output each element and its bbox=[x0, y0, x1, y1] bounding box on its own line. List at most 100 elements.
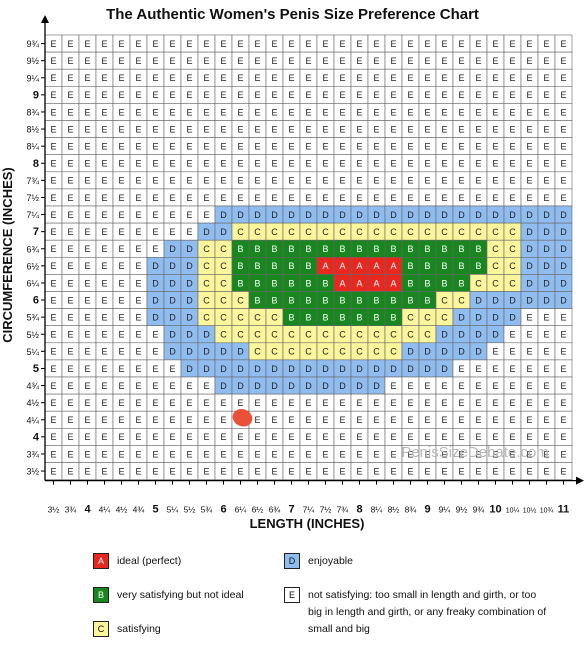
heatmap-cell: E bbox=[44, 274, 63, 292]
heatmap-cell: D bbox=[146, 274, 165, 292]
svg-text:E: E bbox=[84, 278, 90, 288]
svg-text:C: C bbox=[203, 261, 210, 271]
heatmap-cell: E bbox=[112, 68, 131, 87]
heatmap-cell: E bbox=[520, 103, 539, 121]
svg-text:E: E bbox=[135, 244, 141, 254]
svg-text:E: E bbox=[509, 56, 515, 66]
heatmap-cell: E bbox=[486, 68, 505, 87]
heatmap-cell: E bbox=[61, 239, 80, 258]
svg-text:E: E bbox=[424, 56, 430, 66]
svg-text:E: E bbox=[101, 466, 107, 476]
svg-text:D: D bbox=[509, 312, 516, 322]
heatmap-cell: B bbox=[435, 274, 454, 292]
y-tick-label: 7¼ bbox=[26, 210, 39, 220]
heatmap-cell: B bbox=[384, 308, 403, 327]
heatmap-cell: E bbox=[316, 120, 335, 138]
heatmap-cell: E bbox=[520, 376, 539, 395]
svg-text:E: E bbox=[50, 330, 56, 340]
heatmap-cell: D bbox=[146, 291, 165, 309]
heatmap-cell: D bbox=[537, 291, 556, 309]
svg-text:B: B bbox=[458, 244, 464, 254]
heatmap-cell: E bbox=[197, 103, 216, 121]
heatmap-cell: E bbox=[129, 34, 148, 53]
svg-text:E: E bbox=[560, 73, 566, 83]
heatmap-cell: D bbox=[316, 376, 335, 395]
x-tick-label: 9¼ bbox=[439, 505, 452, 515]
heatmap-cell: D bbox=[469, 325, 488, 344]
heatmap-cell: E bbox=[503, 393, 522, 412]
svg-text:E: E bbox=[526, 73, 532, 83]
svg-text:E: E bbox=[118, 381, 124, 391]
svg-text:D: D bbox=[271, 364, 278, 374]
heatmap-cell: E bbox=[503, 462, 522, 480]
svg-text:D: D bbox=[305, 364, 312, 374]
heatmap-cell: D bbox=[214, 342, 233, 361]
svg-text:E: E bbox=[390, 193, 396, 203]
x-tick-label: 6¾ bbox=[269, 505, 282, 515]
svg-text:E: E bbox=[458, 90, 464, 100]
svg-text:C: C bbox=[373, 227, 380, 237]
heatmap-cell: E bbox=[231, 86, 250, 104]
heatmap-cell: E bbox=[554, 137, 573, 156]
svg-text:E: E bbox=[492, 415, 498, 425]
x-tick-label: 10 bbox=[489, 504, 501, 516]
heatmap-cell: D bbox=[486, 291, 505, 309]
svg-text:B: B bbox=[271, 244, 277, 254]
svg-text:E: E bbox=[322, 449, 328, 459]
svg-text:E: E bbox=[560, 398, 566, 408]
heatmap-cell: E bbox=[129, 103, 148, 121]
svg-text:E: E bbox=[526, 381, 532, 391]
svg-text:D: D bbox=[441, 330, 448, 340]
heatmap-cell: B bbox=[435, 256, 454, 275]
heatmap-cell: E bbox=[554, 51, 573, 70]
heatmap-cell: E bbox=[95, 239, 114, 258]
heatmap-cell: A bbox=[384, 274, 403, 292]
svg-text:E: E bbox=[441, 107, 447, 117]
svg-text:E: E bbox=[237, 193, 243, 203]
svg-text:C: C bbox=[305, 227, 312, 237]
svg-text:E: E bbox=[458, 193, 464, 203]
heatmap-cell: E bbox=[554, 34, 573, 53]
heatmap-cell: B bbox=[265, 274, 284, 292]
svg-text:C: C bbox=[203, 244, 210, 254]
heatmap-cell: C bbox=[367, 342, 386, 361]
heatmap-cell: E bbox=[537, 308, 556, 327]
heatmap-cell: E bbox=[146, 427, 165, 446]
svg-text:E: E bbox=[101, 381, 107, 391]
heatmap-cell: E bbox=[61, 462, 80, 480]
x-tick-label: 3¾ bbox=[65, 505, 78, 515]
heatmap-cell: E bbox=[112, 359, 131, 378]
svg-text:E: E bbox=[203, 415, 209, 425]
svg-text:B: B bbox=[407, 261, 413, 271]
heatmap-cell: D bbox=[214, 359, 233, 378]
svg-text:E: E bbox=[458, 432, 464, 442]
heatmap-cell: C bbox=[299, 342, 318, 361]
heatmap-cell: E bbox=[486, 34, 505, 53]
heatmap-cell: E bbox=[435, 427, 454, 446]
svg-text:E: E bbox=[152, 432, 158, 442]
watermark: PenisSizeDebate.com bbox=[401, 444, 549, 461]
svg-text:E: E bbox=[322, 432, 328, 442]
heatmap-cell: E bbox=[333, 462, 352, 480]
heatmap-cell: E bbox=[316, 154, 335, 173]
svg-text:E: E bbox=[339, 141, 345, 151]
x-tick-label: 3½ bbox=[48, 505, 60, 515]
svg-text:E: E bbox=[526, 449, 532, 459]
heatmap-cell: C bbox=[435, 291, 454, 309]
heatmap-cell: E bbox=[367, 462, 386, 480]
y-tick-label: 9¾ bbox=[26, 39, 39, 49]
svg-text:E: E bbox=[152, 227, 158, 237]
svg-text:E: E bbox=[118, 466, 124, 476]
heatmap-cell: E bbox=[78, 154, 97, 173]
svg-text:E: E bbox=[101, 176, 107, 186]
svg-text:E: E bbox=[560, 466, 566, 476]
heatmap-cell: E bbox=[452, 34, 471, 53]
svg-text:D: D bbox=[526, 227, 533, 237]
svg-text:C: C bbox=[424, 330, 431, 340]
heatmap-cell: E bbox=[78, 410, 97, 429]
heatmap-cell: E bbox=[95, 325, 114, 344]
svg-text:D: D bbox=[169, 330, 176, 340]
heatmap-cell: E bbox=[554, 188, 573, 207]
heatmap-cell: E bbox=[367, 103, 386, 121]
heatmap-cell: B bbox=[316, 239, 335, 258]
